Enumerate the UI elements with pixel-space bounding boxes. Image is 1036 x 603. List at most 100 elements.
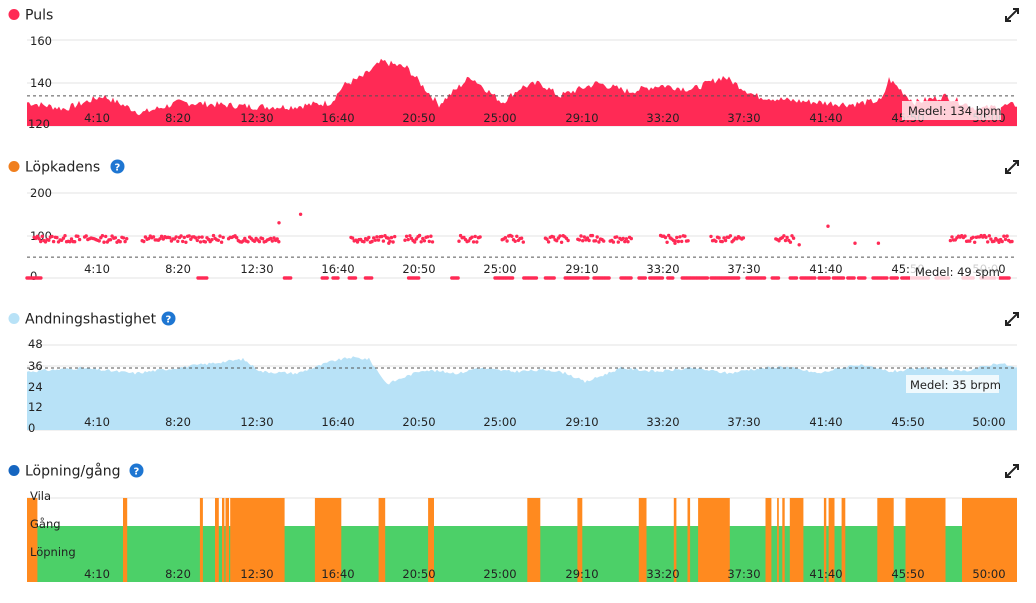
kadens-point xyxy=(73,240,77,244)
kadens-point xyxy=(841,276,846,280)
kadens-point xyxy=(478,235,482,239)
kadens-point xyxy=(68,240,72,244)
kadens-point xyxy=(705,276,710,280)
kadens-point xyxy=(587,238,591,243)
kadens-point xyxy=(963,234,967,238)
kadens-xtick: 37:30 xyxy=(727,262,760,276)
lopning-walk-segment xyxy=(123,498,128,582)
kadens-point xyxy=(581,239,585,243)
lopning-xtick: 29:10 xyxy=(565,567,598,581)
kadens-point xyxy=(585,236,590,240)
kadens-point xyxy=(61,236,66,240)
kadens-point xyxy=(665,240,669,244)
kadens-point xyxy=(277,221,281,225)
kadens-point xyxy=(586,276,590,280)
puls-expand-icon[interactable] xyxy=(1005,8,1019,22)
kadens-point xyxy=(430,240,435,244)
kadens-point xyxy=(168,236,172,240)
kadens-point xyxy=(676,239,681,244)
kadens-point xyxy=(277,240,281,244)
kadens-point xyxy=(252,239,257,243)
kadens-point xyxy=(593,239,598,243)
kadens-point xyxy=(417,233,422,238)
kadens-point xyxy=(200,235,204,239)
kadens-expand-icon[interactable] xyxy=(1005,160,1019,174)
kadens-point xyxy=(616,240,620,244)
kadens-point xyxy=(519,236,524,240)
kadens-point xyxy=(709,234,713,239)
kadens-legend-dot xyxy=(8,161,20,172)
andning-help-icon[interactable]: ? xyxy=(161,311,176,326)
andning-expand-icon[interactable] xyxy=(1005,312,1019,326)
kadens-point xyxy=(513,239,517,243)
puls-xtick: 37:30 xyxy=(727,111,760,125)
andning-ytick-48: 48 xyxy=(28,337,43,351)
kadens-xtick: 16:40 xyxy=(321,262,354,276)
panel-lopning-gang: Löpning/gång ? 4:10 8:20 12:30 16:40 20:50 25… xyxy=(8,463,1019,582)
kadens-point xyxy=(717,236,721,240)
kadens-point xyxy=(788,240,793,244)
kadens-point xyxy=(373,238,377,242)
kadens-point xyxy=(1007,276,1011,280)
lopning-walk-segment xyxy=(230,498,285,582)
kadens-point xyxy=(35,234,40,238)
andning-xtick: 50:00 xyxy=(972,415,1005,429)
kadens-point xyxy=(353,276,358,280)
kadens-point xyxy=(790,234,794,238)
lopning-walk-segment xyxy=(789,498,804,582)
kadens-point xyxy=(118,240,122,244)
kadens-point xyxy=(241,239,245,243)
kadens-point xyxy=(597,240,601,244)
kadens-point xyxy=(370,276,374,280)
kadens-help-icon[interactable]: ? xyxy=(110,159,125,174)
kadens-point xyxy=(367,235,371,240)
kadens-point xyxy=(125,237,129,241)
kadens-point xyxy=(989,237,993,241)
lopning-walk-segment xyxy=(225,498,229,582)
kadens-point xyxy=(987,234,991,238)
andning-xtick: 16:40 xyxy=(321,415,354,429)
kadens-point xyxy=(381,239,386,243)
kadens-point xyxy=(667,233,671,238)
kadens-point xyxy=(176,239,180,243)
kadens-point xyxy=(885,276,889,280)
kadens-point xyxy=(376,238,381,242)
kadens-point xyxy=(39,276,43,280)
lopning-walk-segment xyxy=(841,498,846,582)
kadens-point xyxy=(552,276,556,280)
kadens-point xyxy=(722,236,726,240)
lopning-help-icon[interactable]: ? xyxy=(129,463,144,478)
kadens-point xyxy=(50,234,54,239)
kadens-point xyxy=(355,240,360,244)
lopning-xtick: 12:30 xyxy=(240,567,273,581)
kadens-point xyxy=(728,234,733,238)
kadens-point xyxy=(104,234,108,239)
kadens-point xyxy=(289,276,293,280)
andning-xtick: 8:20 xyxy=(165,415,191,429)
kadens-point xyxy=(235,236,239,240)
kadens-xtick: 8:20 xyxy=(165,262,191,276)
svg-text:?: ? xyxy=(134,467,140,478)
kadens-point xyxy=(269,236,273,241)
kadens-point xyxy=(621,236,625,241)
kadens-point xyxy=(566,238,570,243)
andning-xtick: 45:50 xyxy=(891,415,924,429)
kadens-point xyxy=(714,239,718,243)
kadens-xtick: 4:10 xyxy=(84,262,110,276)
kadens-point xyxy=(419,240,423,244)
lopning-xtick: 37:30 xyxy=(727,567,760,581)
kadens-point xyxy=(577,238,582,242)
svg-text:?: ? xyxy=(115,163,121,174)
kadens-point xyxy=(782,234,786,238)
kadens-point xyxy=(723,238,728,243)
kadens-point xyxy=(992,239,996,243)
kadens-point xyxy=(408,234,412,238)
lopning-expand-icon[interactable] xyxy=(1005,464,1019,478)
kadens-point xyxy=(555,239,559,243)
kadens-point xyxy=(776,276,781,280)
puls-xtick: 16:40 xyxy=(321,111,354,125)
kadens-point xyxy=(686,239,690,243)
kadens-point xyxy=(386,236,390,240)
kadens-point xyxy=(40,234,44,238)
